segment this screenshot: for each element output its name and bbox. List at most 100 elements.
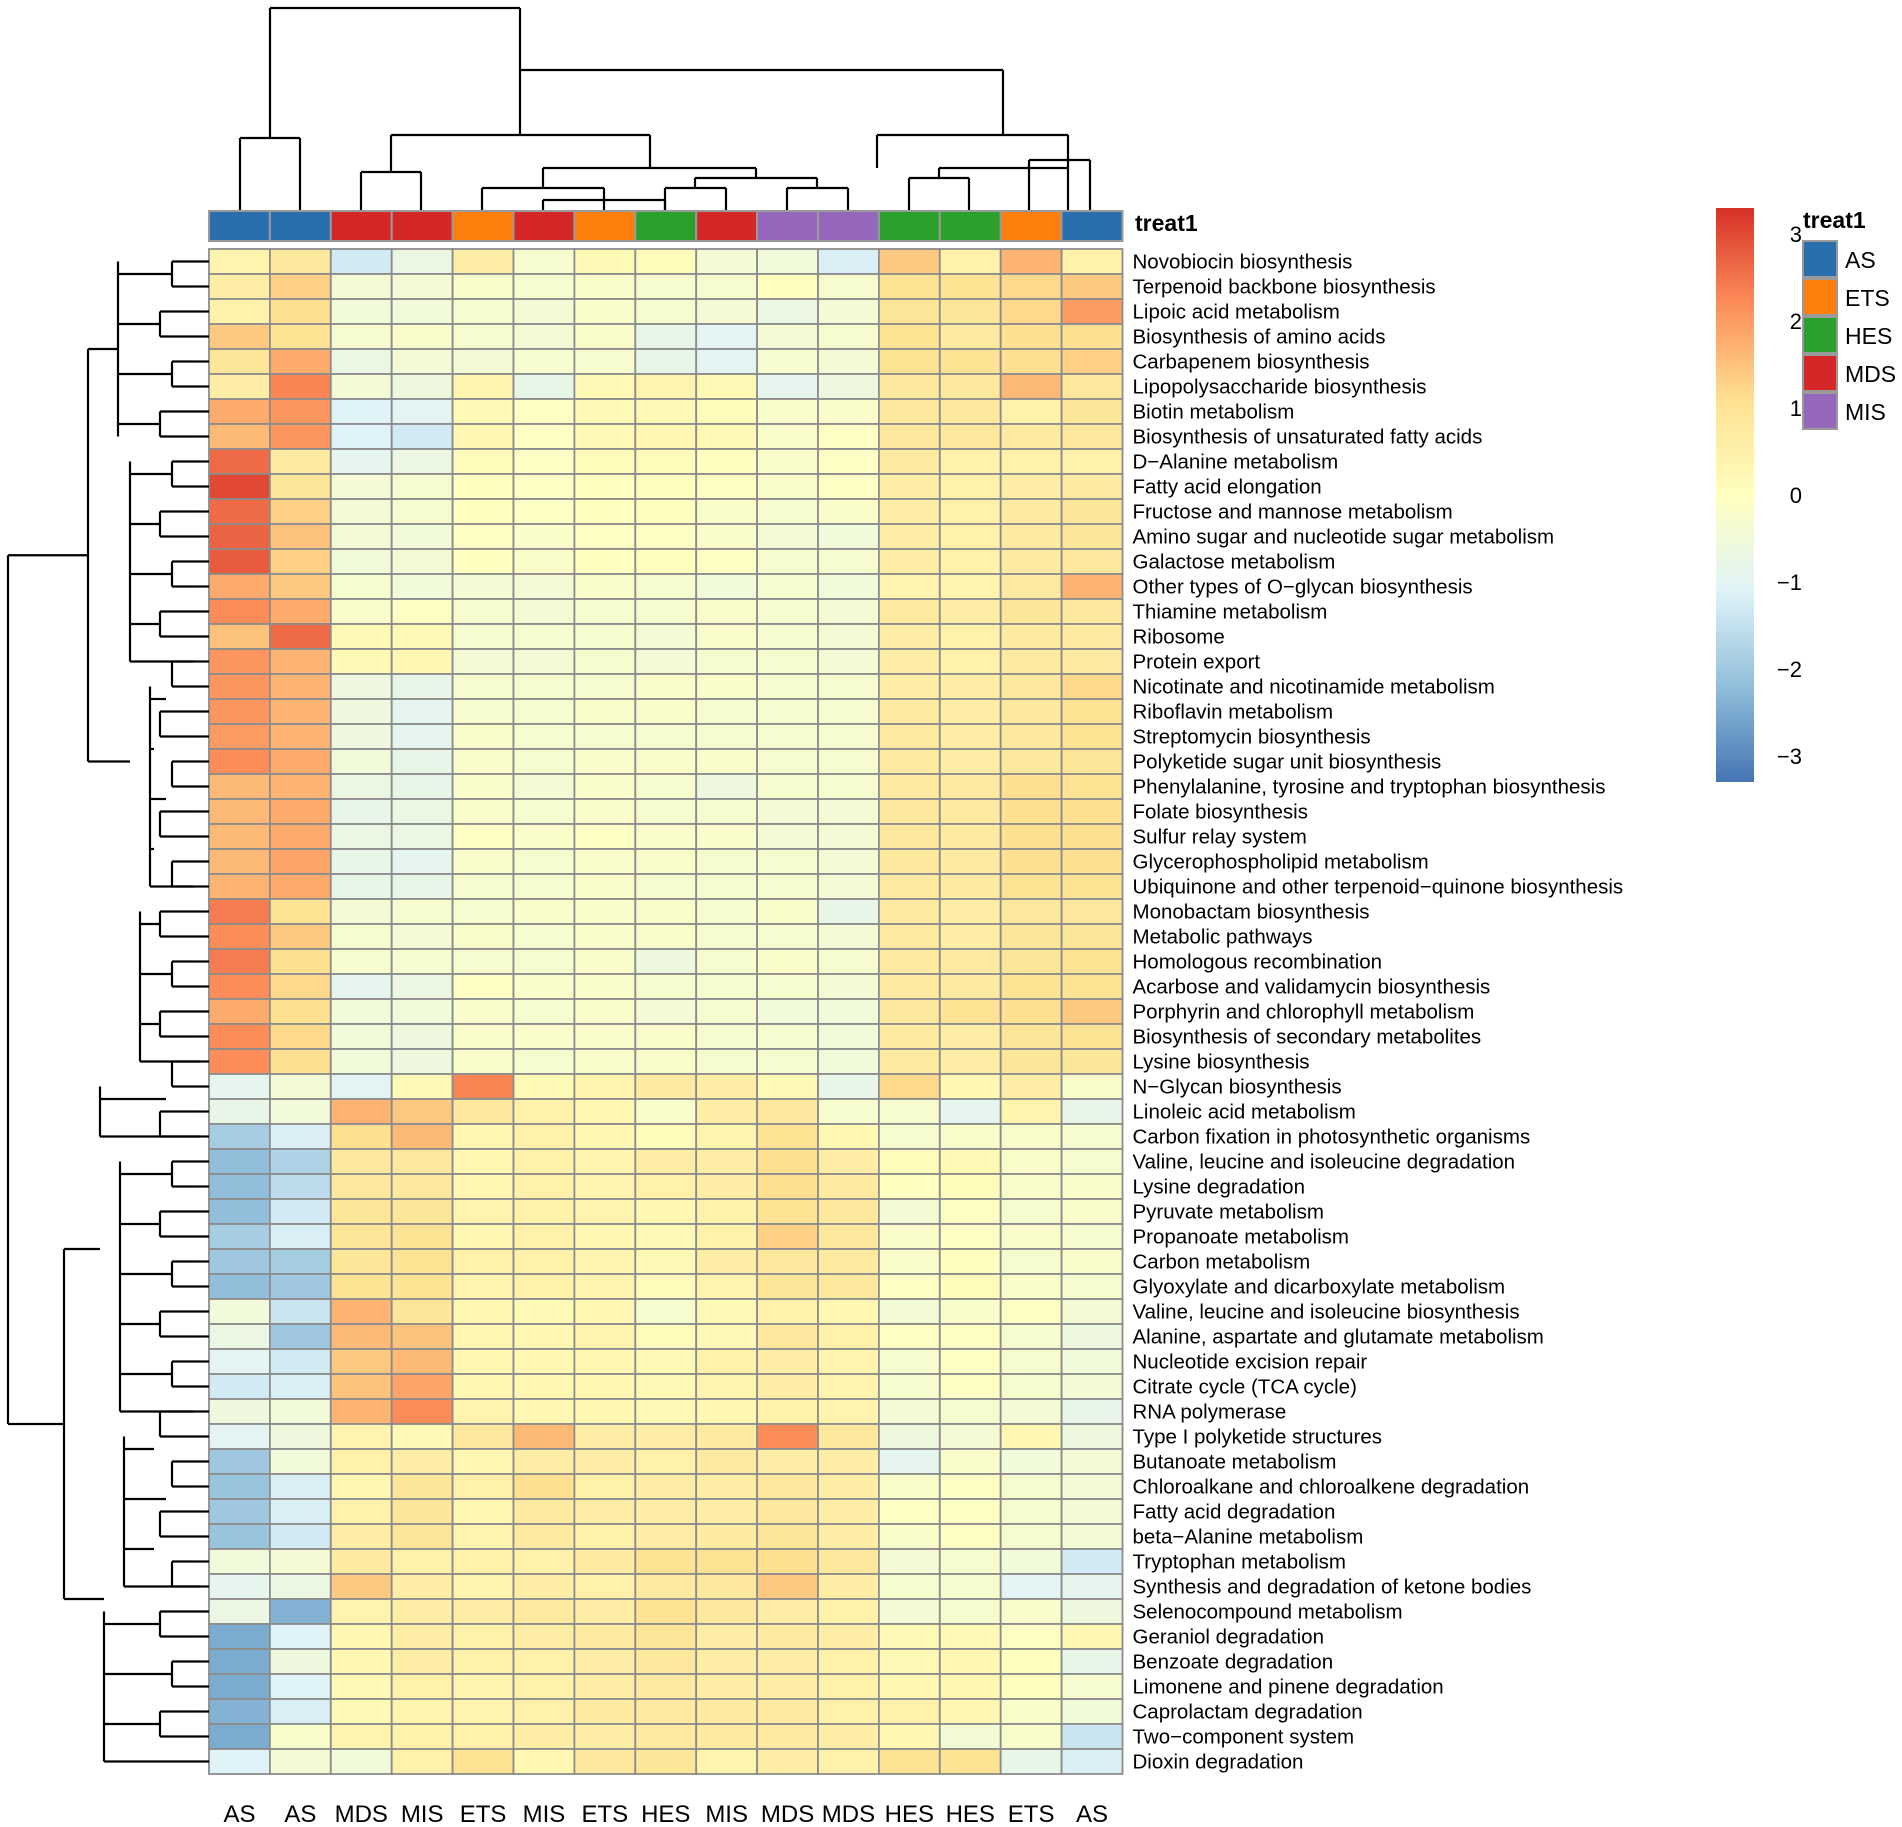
heatmap-cell xyxy=(938,473,1002,500)
heatmap-cell xyxy=(512,1648,576,1675)
heatmap-cell xyxy=(390,1523,454,1550)
row-label: Fatty acid elongation xyxy=(1133,476,1322,499)
heatmap-cell xyxy=(999,1673,1063,1700)
heatmap-cell xyxy=(512,798,576,825)
heatmap-cell xyxy=(451,1698,515,1725)
heatmap-cell xyxy=(938,1448,1002,1475)
heatmap-cell xyxy=(208,323,271,350)
row-label: Selenocompound metabolism xyxy=(1133,1601,1403,1624)
heatmap-cell xyxy=(268,998,332,1025)
heatmap-cell xyxy=(390,273,454,300)
heatmap-cell xyxy=(756,673,819,700)
heatmap-cell xyxy=(695,423,759,450)
heatmap-cell xyxy=(695,998,759,1025)
heatmap-cell xyxy=(329,823,393,850)
heatmap-cell xyxy=(878,1623,941,1650)
heatmap-cell xyxy=(208,1048,271,1075)
heatmap-cell xyxy=(329,648,393,675)
annotation-cell xyxy=(756,210,819,242)
row-label: Metabolic pathways xyxy=(1133,926,1313,949)
heatmap-cell xyxy=(999,498,1063,525)
heatmap-cell xyxy=(208,1448,271,1475)
heatmap-cell xyxy=(817,548,880,575)
heatmap-cell xyxy=(512,1323,576,1350)
heatmap-cell xyxy=(268,1348,332,1375)
heatmap-cell xyxy=(878,623,941,650)
heatmap-cell xyxy=(268,598,332,625)
heatmap-cell xyxy=(817,1648,880,1675)
heatmap-cell xyxy=(268,423,332,450)
heatmap-cell xyxy=(878,523,941,550)
row-label: Pyruvate metabolism xyxy=(1133,1201,1324,1224)
heatmap-cell xyxy=(329,298,393,325)
heatmap-cell xyxy=(878,298,941,325)
heatmap-cell xyxy=(329,573,393,600)
heatmap-cell xyxy=(390,1448,454,1475)
heatmap-cell xyxy=(329,1198,393,1225)
heatmap-cell xyxy=(390,1573,454,1600)
heatmap-cell xyxy=(1060,1023,1124,1050)
heatmap-cell xyxy=(390,973,454,1000)
heatmap-cell xyxy=(268,873,332,900)
row-dendrogram-branch xyxy=(170,760,200,788)
heatmap-cell xyxy=(1060,1548,1124,1575)
heatmap-cell xyxy=(878,1273,941,1300)
heatmap-cell xyxy=(329,973,393,1000)
heatmap-cell xyxy=(1060,948,1124,975)
heatmap-cell xyxy=(878,548,941,575)
heatmap-cell xyxy=(329,448,393,475)
heatmap-cell xyxy=(999,698,1063,725)
heatmap-cell xyxy=(695,1723,759,1750)
heatmap-cell xyxy=(634,1123,698,1150)
heatmap-cell xyxy=(938,648,1002,675)
heatmap-cell xyxy=(390,1648,454,1675)
heatmap-cell xyxy=(573,1123,637,1150)
heatmap-cell xyxy=(999,1698,1063,1725)
heatmap-cell xyxy=(878,1673,941,1700)
heatmap-cell xyxy=(1060,673,1124,700)
heatmap-cell xyxy=(1060,348,1124,375)
row-label: Citrate cycle (TCA cycle) xyxy=(1133,1376,1357,1399)
heatmap-cell xyxy=(1060,1273,1124,1300)
heatmap-cell xyxy=(390,348,454,375)
heatmap-cell xyxy=(817,1123,880,1150)
annotation-cell xyxy=(634,210,698,242)
heatmap-cell xyxy=(817,1198,880,1225)
heatmap-cell xyxy=(512,1673,576,1700)
heatmap-cell xyxy=(756,1098,819,1125)
heatmap-cell xyxy=(756,748,819,775)
heatmap-cell xyxy=(756,1623,819,1650)
heatmap-cell xyxy=(999,548,1063,575)
heatmap-cell xyxy=(390,998,454,1025)
row-label: Glycerophospholipid metabolism xyxy=(1133,851,1429,874)
heatmap-cell xyxy=(329,1073,393,1100)
heatmap-cell xyxy=(329,848,393,875)
row-label: Alanine, aspartate and glutamate metabol… xyxy=(1133,1326,1544,1349)
heatmap-cell xyxy=(208,1123,271,1150)
heatmap-cell xyxy=(817,948,880,975)
heatmap-cell xyxy=(695,1648,759,1675)
heatmap-cell xyxy=(634,648,698,675)
heatmap-cell xyxy=(878,798,941,825)
heatmap-cell xyxy=(451,548,515,575)
heatmap-cell xyxy=(695,1473,759,1500)
heatmap-cell xyxy=(756,1548,819,1575)
heatmap-cell xyxy=(634,373,698,400)
heatmap-cell xyxy=(451,1173,515,1200)
heatmap-cell xyxy=(695,473,759,500)
heatmap-cell xyxy=(756,398,819,425)
heatmap-cell xyxy=(451,1323,515,1350)
heatmap-cell xyxy=(695,1348,759,1375)
heatmap-cell xyxy=(451,698,515,725)
heatmap-cell xyxy=(756,598,819,625)
heatmap-cell xyxy=(268,1198,332,1225)
heatmap-cell xyxy=(208,598,271,625)
row-label: beta−Alanine metabolism xyxy=(1133,1526,1364,1549)
heatmap-cell xyxy=(999,1248,1063,1275)
heatmap-cell xyxy=(695,448,759,475)
heatmap-cell xyxy=(695,1048,759,1075)
heatmap-cell xyxy=(451,1273,515,1300)
heatmap-cell xyxy=(268,673,332,700)
heatmap-cell xyxy=(999,1223,1063,1250)
row-label: Polyketide sugar unit biosynthesis xyxy=(1133,751,1442,774)
